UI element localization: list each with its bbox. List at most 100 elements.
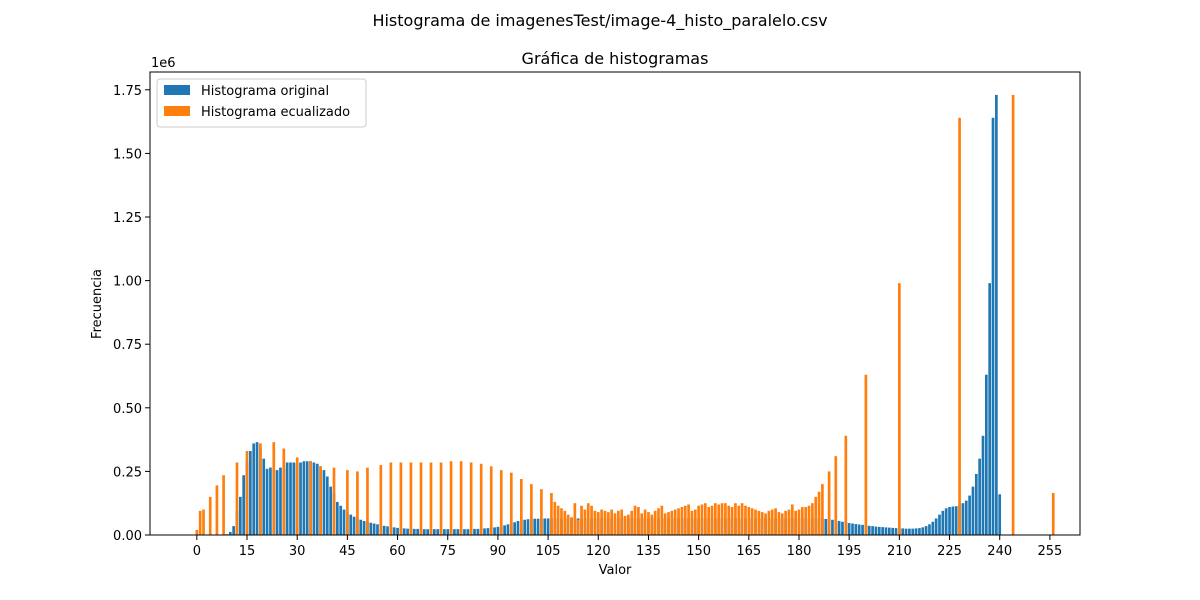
bar-equalized: [346, 470, 349, 535]
x-tick-label: 30: [289, 544, 306, 559]
bar-original: [382, 525, 386, 535]
bar-equalized: [707, 507, 711, 535]
bar-original: [476, 528, 480, 535]
bar-original: [422, 529, 426, 535]
bar-original: [924, 526, 928, 535]
chart-title: Gráfica de histogramas: [522, 49, 709, 68]
bar-equalized: [717, 504, 721, 535]
bar-original: [874, 526, 878, 535]
bar-original: [931, 521, 935, 535]
y-offset-label: 1e6: [151, 56, 176, 71]
bar-equalized: [550, 493, 553, 535]
bar-equalized: [757, 510, 761, 535]
bar-original: [948, 507, 951, 535]
bar-equalized: [767, 510, 771, 535]
x-tick-label: 240: [987, 544, 1012, 559]
bar-equalized: [737, 505, 741, 535]
legend-box: [156, 78, 367, 128]
bar-original: [406, 528, 409, 535]
bar-original: [386, 526, 389, 535]
y-tick-label: 1.75: [113, 84, 142, 99]
bar-original: [857, 524, 861, 535]
bar-original: [944, 508, 948, 535]
bar-original: [443, 529, 446, 535]
bar-original: [242, 475, 246, 535]
bar-equalized: [627, 514, 630, 535]
bar-equalized: [580, 505, 583, 535]
bar-equalized: [958, 117, 961, 535]
bar-original: [493, 527, 496, 535]
bar-equalized: [774, 508, 777, 535]
bar-original: [908, 528, 911, 535]
bar-equalized: [730, 507, 734, 535]
bar-original: [964, 500, 968, 535]
bar-original: [921, 527, 925, 535]
bar-original: [988, 283, 992, 535]
bar-original: [867, 525, 871, 535]
bar-equalized: [637, 507, 640, 535]
x-tick-label: 180: [787, 544, 812, 559]
bar-original: [847, 523, 851, 535]
bar-equalized: [744, 505, 747, 535]
y-tick-label: 1.00: [113, 275, 142, 290]
x-tick-label: 195: [837, 544, 862, 559]
bar-equalized: [787, 509, 791, 535]
bar-equalized: [864, 374, 868, 535]
bar-original: [543, 518, 547, 535]
bar-original: [349, 514, 353, 535]
bar-equalized: [215, 485, 219, 535]
bar-equalized: [844, 435, 848, 535]
bar-equalized: [469, 462, 473, 535]
bar-original: [536, 518, 540, 535]
bar-original: [416, 528, 419, 535]
bar-equalized: [623, 515, 627, 535]
y-tick-label: 0.50: [113, 402, 142, 417]
bar-equalized: [811, 503, 814, 535]
bar-equalized: [807, 505, 811, 535]
bar-original: [914, 528, 918, 535]
bar-equalized: [439, 462, 443, 535]
bar-equalized: [449, 461, 453, 535]
bar-original: [329, 486, 332, 535]
bar-original: [305, 461, 309, 535]
bar-equalized: [563, 510, 567, 535]
bar-original: [861, 524, 864, 535]
bar-original: [322, 470, 326, 535]
bar-original: [483, 528, 486, 535]
bar-original: [362, 521, 366, 535]
bar-equalized: [222, 475, 225, 535]
bar-original: [262, 458, 266, 535]
bar-original: [968, 495, 971, 535]
x-tick-label: 210: [887, 544, 912, 559]
bar-original: [526, 519, 530, 535]
bar-equalized: [489, 466, 493, 535]
x-tick-label: 0: [193, 544, 201, 559]
x-tick-label: 105: [536, 544, 561, 559]
bar-equalized: [747, 507, 751, 535]
bar-original: [877, 526, 881, 535]
bar-equalized: [259, 443, 262, 535]
bar-original: [369, 522, 373, 535]
bar-equalized: [556, 505, 560, 535]
bar-equalized: [245, 451, 249, 535]
bar-equalized: [198, 510, 202, 535]
bar-original: [503, 525, 506, 535]
bar-equalized: [309, 461, 312, 535]
bar-original: [984, 374, 988, 535]
bar-equalized: [606, 512, 610, 535]
bar-original: [486, 528, 490, 535]
bar-original: [289, 462, 292, 535]
x-axis-ticks: 0 15 30 45 60 75 90 105 120 135 150 165 180 195 210 225…: [193, 535, 1062, 559]
figure-suptitle: Histograma de imagenesTest/image-4_histo…: [372, 11, 827, 31]
y-tick-label: 1.25: [113, 211, 142, 226]
bar-equalized: [697, 505, 700, 535]
bar-original: [941, 510, 945, 535]
bar-original: [299, 462, 302, 535]
bar-original: [359, 519, 363, 535]
bar-original: [265, 468, 269, 535]
bar-original: [928, 524, 931, 535]
bar-equalized: [653, 510, 657, 535]
bar-original: [453, 529, 456, 535]
bar-original: [951, 506, 955, 535]
bar-equalized: [740, 503, 744, 535]
